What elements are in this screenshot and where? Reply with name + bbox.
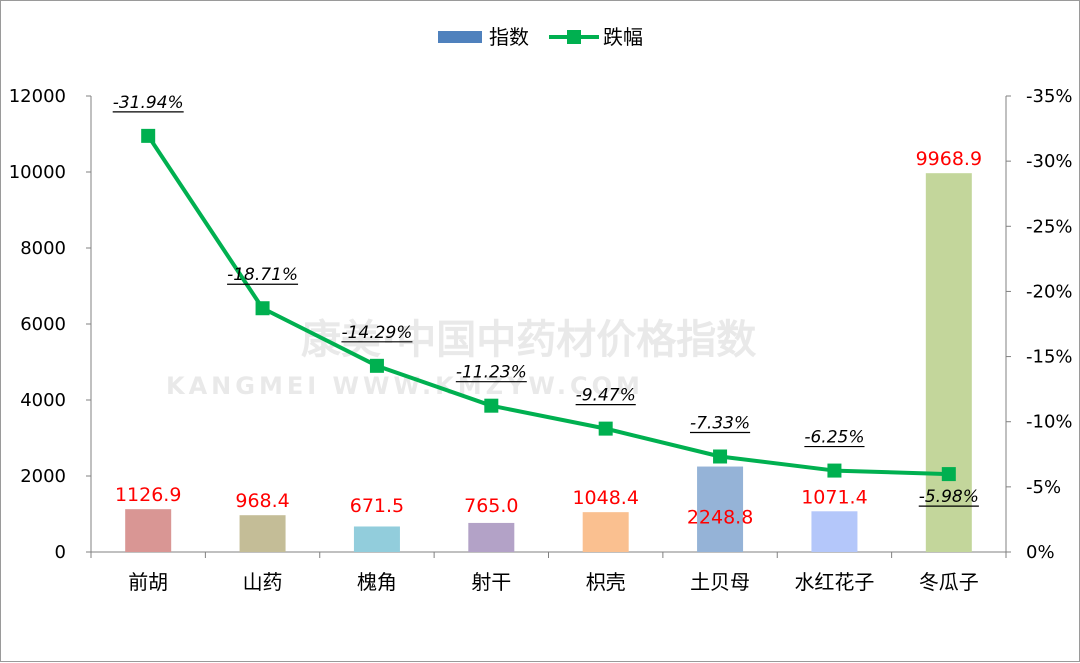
line-value-label: -11.23% bbox=[456, 363, 527, 383]
bar-value-label: 671.5 bbox=[350, 495, 404, 517]
y-left-tick-label: 12000 bbox=[9, 86, 66, 107]
bars bbox=[125, 173, 972, 552]
bar bbox=[925, 173, 972, 552]
y-left-tick-label: 0 bbox=[55, 542, 66, 563]
x-tick-label: 槐角 bbox=[357, 570, 397, 594]
x-tick-label: 土贝母 bbox=[690, 570, 750, 594]
bar-value-label: 765.0 bbox=[464, 495, 518, 517]
y-left-tick-label: 10000 bbox=[9, 162, 66, 183]
watermark-line1: 康美·中国中药材价格指数 bbox=[301, 317, 756, 363]
bar bbox=[582, 512, 629, 552]
y-right-tick-label: -30% bbox=[1026, 151, 1073, 172]
legend-line-marker bbox=[567, 30, 581, 44]
y-right-tick-label: -15% bbox=[1026, 347, 1073, 368]
bar-value-label: 1126.9 bbox=[115, 484, 181, 506]
line-marker bbox=[713, 449, 728, 464]
legend-bar-label: 指数 bbox=[489, 25, 529, 49]
y-right-tick-label: -25% bbox=[1026, 216, 1073, 237]
y-left-tick-label: 8000 bbox=[20, 238, 66, 259]
x-tick-label: 射干 bbox=[471, 570, 511, 594]
x-tick-label: 水红花子 bbox=[794, 570, 874, 594]
line-marker bbox=[141, 128, 156, 143]
y-right-tick-label: -35% bbox=[1026, 86, 1073, 107]
line-value-label: -18.71% bbox=[227, 265, 298, 285]
line-marker bbox=[941, 467, 956, 482]
bar bbox=[697, 466, 744, 552]
bar-value-label: 968.4 bbox=[235, 490, 289, 512]
legend-bar-swatch bbox=[438, 31, 482, 43]
line-marker bbox=[369, 358, 384, 373]
bar bbox=[468, 522, 515, 552]
bar-value-label: 9968.9 bbox=[916, 148, 982, 170]
x-tick-label: 枳壳 bbox=[586, 570, 626, 594]
x-tick-label: 冬瓜子 bbox=[919, 570, 979, 594]
y-left-tick-label: 4000 bbox=[20, 390, 66, 411]
x-tick-label: 前胡 bbox=[128, 570, 168, 594]
x-tick-label: 山药 bbox=[243, 570, 283, 594]
bar-value-label: 1071.4 bbox=[801, 486, 867, 508]
y-right-tick-label: 0% bbox=[1026, 542, 1055, 563]
bar bbox=[239, 515, 286, 552]
line-marker bbox=[484, 398, 499, 413]
y-right-tick-label: -20% bbox=[1026, 281, 1073, 302]
bar bbox=[125, 509, 172, 552]
line-series bbox=[141, 128, 956, 482]
line-marker bbox=[255, 301, 270, 316]
line-value-label: -6.25% bbox=[804, 428, 864, 448]
y-left-tick-label: 6000 bbox=[20, 314, 66, 335]
data-labels: 1126.9 968.4 671.5 765.0 1048.4 2248.8 1071.4 9… bbox=[112, 93, 982, 529]
line-value-label: -7.33% bbox=[690, 414, 750, 434]
legend-line-label: 跌幅 bbox=[603, 25, 643, 49]
bar bbox=[811, 511, 858, 552]
bar-value-label: 1048.4 bbox=[572, 487, 638, 509]
line-value-label: -31.94% bbox=[113, 93, 184, 113]
axes: 0 2000 4000 6000 8000 10000 12000 0% -5% -10% -15%… bbox=[9, 86, 1073, 594]
line-marker bbox=[598, 421, 613, 436]
line-value-label: -9.47% bbox=[576, 386, 636, 406]
y-right-tick-label: -5% bbox=[1026, 477, 1061, 498]
line-value-label: -14.29% bbox=[341, 323, 412, 343]
legend: 指数 跌幅 bbox=[438, 25, 643, 49]
bar-value-label: 2248.8 bbox=[687, 507, 753, 529]
line-value-label: -5.98% bbox=[919, 487, 979, 507]
watermark: 康美·中国中药材价格指数 KANGMEI WWW.KMZYW.COM bbox=[166, 317, 756, 400]
bar bbox=[353, 526, 400, 552]
y-left-tick-label: 2000 bbox=[20, 466, 66, 487]
line-path bbox=[146, 134, 949, 477]
line-marker bbox=[827, 463, 842, 478]
y-right-tick-label: -10% bbox=[1026, 412, 1073, 433]
